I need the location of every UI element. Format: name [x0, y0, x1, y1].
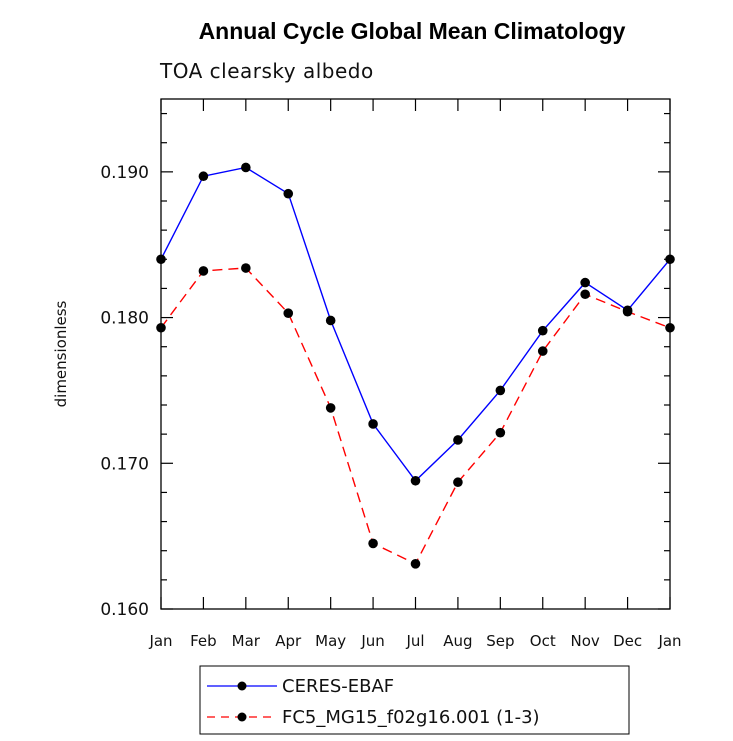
x-tick-label: Dec	[613, 632, 642, 650]
series-1-point	[622, 306, 633, 317]
series-0-point	[537, 325, 548, 336]
legend: CERES-EBAF FC5_MG15_f02g16.001 (1-3)	[199, 665, 630, 735]
x-tick-label: Jun	[360, 632, 384, 650]
series-1-point	[453, 477, 463, 488]
x-tick-label: Apr	[275, 632, 302, 650]
legend-marker-ceres	[237, 681, 247, 691]
y-tick-label: 0.180	[100, 309, 149, 329]
series-0-point	[156, 254, 166, 265]
series-1-point	[325, 403, 336, 413]
x-tick-label: Nov	[571, 632, 600, 650]
plot-frame	[160, 98, 671, 610]
x-tick-label: Jul	[405, 632, 424, 650]
series-1-point	[665, 322, 675, 333]
series-1-point	[495, 427, 506, 438]
series-0-point	[665, 254, 675, 265]
chart-title: Annual Cycle Global Mean Climatology	[199, 18, 626, 44]
series-1-point	[537, 346, 548, 356]
x-tick-label: Mar	[232, 632, 261, 650]
series-1-point	[198, 266, 209, 276]
x-tick-label: May	[315, 632, 346, 650]
series-0-point	[453, 435, 463, 445]
x-tick-label: Oct	[530, 632, 556, 650]
axis-ticks	[160, 99, 671, 610]
x-tick-label: Sep	[486, 632, 514, 650]
series-line-1	[160, 267, 671, 565]
x-tick-label: Jan	[657, 632, 681, 650]
series-0-point	[198, 171, 209, 182]
y-tick-label: 0.160	[100, 600, 149, 620]
series-1-point	[368, 538, 378, 549]
x-tick-label: Feb	[190, 632, 217, 650]
x-tick-labels: Jan Feb Mar Apr May Jun Jul Aug Sep Oct Nov Dec Jan	[148, 632, 681, 650]
series-0-point	[410, 475, 421, 486]
y-tick-label: 0.190	[100, 163, 149, 183]
series-0-point	[325, 315, 336, 326]
series-0-point	[241, 162, 251, 173]
series-0-point	[580, 277, 590, 288]
x-tick-label: Jan	[148, 632, 172, 650]
series-line-0	[160, 166, 671, 482]
series-0-point	[495, 385, 506, 396]
chart-subtitle: TOA clearsky albedo	[159, 59, 374, 83]
series-0-point	[368, 419, 378, 429]
series-1-point	[241, 263, 251, 273]
y-axis-label: dimensionless	[52, 300, 70, 407]
series-1-point	[580, 289, 590, 300]
legend-label-ceres: CERES-EBAF	[282, 676, 394, 697]
legend-marker-model	[237, 712, 247, 722]
y-tick-label: 0.170	[100, 454, 149, 474]
legend-label-model: FC5_MG15_f02g16.001 (1-3)	[282, 707, 540, 728]
series-1-point	[283, 308, 294, 319]
y-tick-labels: 0.160 0.170 0.180 0.190	[100, 163, 149, 620]
series-1-point	[410, 559, 421, 569]
series-0-point	[283, 188, 294, 199]
x-tick-label: Aug	[443, 632, 472, 650]
legend-box	[199, 665, 630, 735]
series-layer	[156, 162, 675, 569]
series-1-point	[156, 322, 166, 333]
